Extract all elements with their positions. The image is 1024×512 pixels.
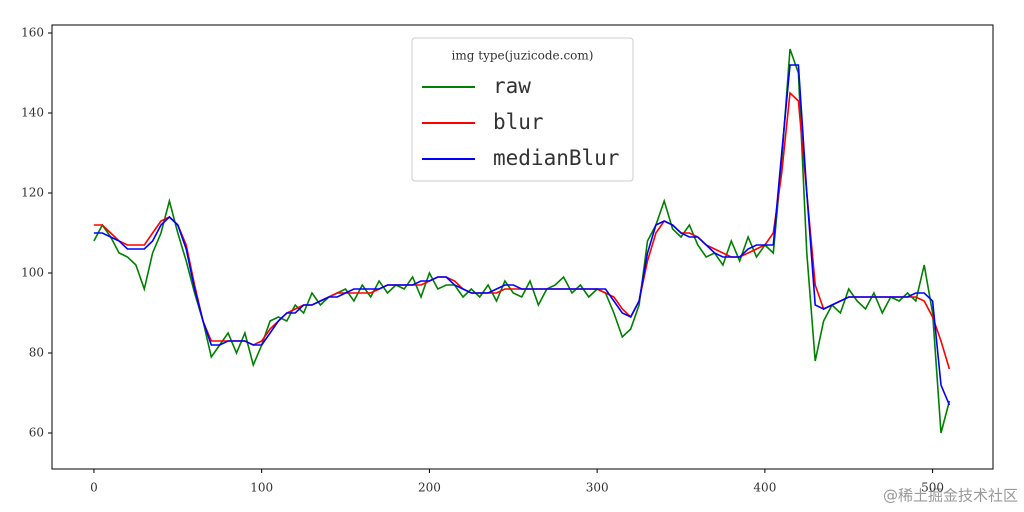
- x-tick-label: 100: [250, 481, 273, 495]
- legend-label: blur: [493, 110, 544, 134]
- legend-label: medianBlur: [493, 146, 619, 170]
- watermark: @稀土掘金技术社区: [883, 487, 1018, 505]
- y-tick-label: 100: [21, 266, 44, 280]
- series-line: [93, 64, 951, 406]
- legend-label: raw: [493, 74, 531, 98]
- x-tick-label: 200: [418, 481, 441, 495]
- x-tick-label: 0: [90, 481, 98, 495]
- legend-box: [411, 37, 634, 182]
- series-line: [93, 48, 951, 434]
- y-tick-label: 80: [29, 346, 44, 360]
- y-tick-label: 160: [21, 26, 44, 40]
- x-tick-label: 300: [586, 481, 609, 495]
- x-tick-label: 400: [753, 481, 776, 495]
- y-tick-label: 60: [29, 426, 44, 440]
- y-tick-label: 140: [21, 106, 44, 120]
- x-tick-label: 500: [921, 481, 944, 495]
- legend-title: img type(juzicode.com): [452, 49, 594, 63]
- y-tick-label: 120: [21, 186, 44, 200]
